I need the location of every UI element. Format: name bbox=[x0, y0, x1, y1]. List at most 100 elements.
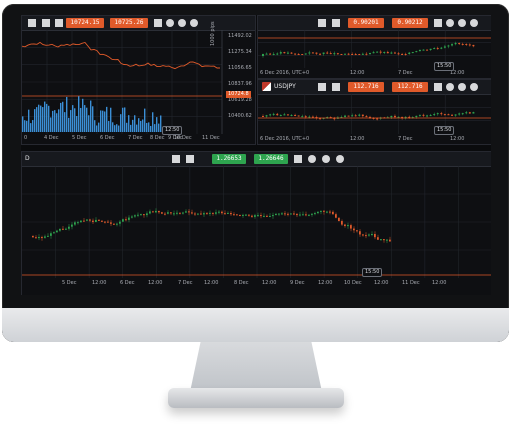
candle bbox=[254, 215, 256, 217]
chart-toolbar: D 1.26653 1.26646 bbox=[22, 152, 491, 167]
chart-toolbar: 10724.15 10725.26 bbox=[22, 16, 255, 31]
settings-icon[interactable] bbox=[166, 19, 174, 27]
bell-icon[interactable] bbox=[458, 83, 466, 91]
candle bbox=[281, 213, 283, 215]
time-bubble: 15:50 bbox=[362, 268, 383, 277]
candle bbox=[443, 114, 446, 116]
candle bbox=[262, 116, 264, 117]
symbol-label[interactable]: USDJPY bbox=[274, 83, 296, 90]
sell-price-button[interactable]: 0.90201 bbox=[348, 18, 384, 28]
candle bbox=[287, 213, 289, 215]
volume-bar bbox=[130, 124, 132, 132]
user-icon[interactable] bbox=[470, 19, 478, 27]
magnifier-icon[interactable] bbox=[318, 83, 326, 91]
candle bbox=[194, 213, 196, 215]
candle bbox=[362, 234, 364, 236]
chart-panel-top-right-lower[interactable]: USDJPY 112.716 112.716 6 Dec 2016, UTC+0… bbox=[257, 79, 491, 145]
x-tick: 0 bbox=[24, 135, 28, 141]
magnifier-icon[interactable] bbox=[28, 19, 36, 27]
crosshair-icon[interactable] bbox=[332, 19, 340, 27]
bell-icon[interactable] bbox=[322, 155, 330, 163]
settings-icon[interactable] bbox=[446, 83, 454, 91]
crosshair-icon[interactable] bbox=[186, 155, 194, 163]
bell-icon[interactable] bbox=[178, 19, 186, 27]
candle bbox=[377, 237, 379, 240]
list-icon[interactable] bbox=[154, 19, 162, 27]
candle bbox=[344, 224, 346, 227]
candle bbox=[418, 49, 421, 52]
candle bbox=[227, 212, 229, 214]
candle bbox=[113, 223, 115, 225]
symbol-label[interactable]: D bbox=[25, 155, 30, 162]
candle bbox=[263, 215, 265, 217]
candle bbox=[333, 53, 336, 55]
volume-bar bbox=[144, 108, 146, 132]
volume-bar bbox=[112, 122, 114, 132]
candle bbox=[365, 116, 368, 118]
list-icon[interactable] bbox=[55, 19, 63, 27]
volume-bar bbox=[36, 107, 38, 132]
candle bbox=[276, 113, 279, 116]
buy-price-button[interactable]: 10725.26 bbox=[110, 18, 148, 28]
list-icon[interactable] bbox=[434, 83, 442, 91]
volume-bar bbox=[42, 107, 44, 132]
user-icon[interactable] bbox=[336, 155, 344, 163]
bell-icon[interactable] bbox=[458, 19, 466, 27]
candle bbox=[245, 214, 247, 216]
settings-icon[interactable] bbox=[446, 19, 454, 27]
candle bbox=[354, 54, 357, 55]
volume-bar bbox=[100, 110, 102, 132]
candle bbox=[301, 116, 304, 118]
candle bbox=[137, 214, 139, 216]
crosshair-icon[interactable] bbox=[332, 83, 340, 91]
candle bbox=[284, 213, 286, 215]
candle bbox=[233, 214, 235, 216]
sell-price-button[interactable]: 10724.15 bbox=[66, 18, 104, 28]
candle bbox=[173, 213, 175, 215]
user-icon[interactable] bbox=[190, 19, 198, 27]
buy-price-button[interactable]: 0.90212 bbox=[392, 18, 428, 28]
chart-panel-bottom[interactable]: D 1.26653 1.26646 5 Dec 12:00 6 Dec 12:0… bbox=[21, 151, 491, 295]
volume-bar bbox=[158, 123, 160, 132]
sell-price-button[interactable]: 1.26653 bbox=[212, 154, 246, 164]
list-icon[interactable] bbox=[294, 155, 302, 163]
candle bbox=[458, 113, 461, 115]
user-icon[interactable] bbox=[470, 83, 478, 91]
candle bbox=[65, 228, 67, 230]
candle bbox=[279, 115, 282, 117]
candle bbox=[155, 210, 157, 213]
x-tick: 11 Dec bbox=[402, 280, 420, 286]
candle bbox=[276, 53, 279, 55]
candle bbox=[397, 116, 400, 118]
volume-bar bbox=[78, 96, 80, 132]
chart-panel-top-right-upper[interactable]: 0.90201 0.90212 6 Dec 2016, UTC+0 12:00 … bbox=[257, 15, 491, 79]
settings-icon[interactable] bbox=[308, 155, 316, 163]
x-tick: 8 Dec bbox=[234, 280, 249, 286]
sell-price-button[interactable]: 112.716 bbox=[348, 82, 384, 92]
volume-bar bbox=[26, 120, 28, 132]
volume-bar bbox=[44, 101, 46, 132]
volume-bar bbox=[60, 102, 62, 132]
candle bbox=[465, 112, 468, 114]
volume-bar bbox=[58, 109, 60, 132]
buy-price-button[interactable]: 112.716 bbox=[392, 82, 428, 92]
candle bbox=[304, 53, 307, 55]
x-tick: 7 Dec bbox=[128, 135, 143, 141]
candle bbox=[239, 214, 241, 216]
chart-panel-top-left[interactable]: 10724.15 10725.26 11492.02 11275.34 1105… bbox=[21, 15, 256, 145]
candle bbox=[319, 53, 322, 55]
crosshair-icon[interactable] bbox=[42, 19, 50, 27]
candle bbox=[436, 48, 439, 50]
x-tick: 5 Dec bbox=[62, 280, 77, 286]
candle bbox=[376, 51, 379, 53]
chart-toolbar: USDJPY 112.716 112.716 bbox=[258, 80, 491, 95]
magnifier-icon[interactable] bbox=[172, 155, 180, 163]
time-bubble: 15:50 bbox=[434, 126, 455, 135]
candle bbox=[77, 222, 79, 224]
pips-label: 1000 pips bbox=[210, 21, 216, 46]
list-icon[interactable] bbox=[434, 19, 442, 27]
y-tick: 11056.65 bbox=[228, 65, 252, 71]
buy-price-button[interactable]: 1.26646 bbox=[254, 154, 288, 164]
magnifier-icon[interactable] bbox=[318, 19, 326, 27]
volume-bar bbox=[154, 124, 156, 132]
